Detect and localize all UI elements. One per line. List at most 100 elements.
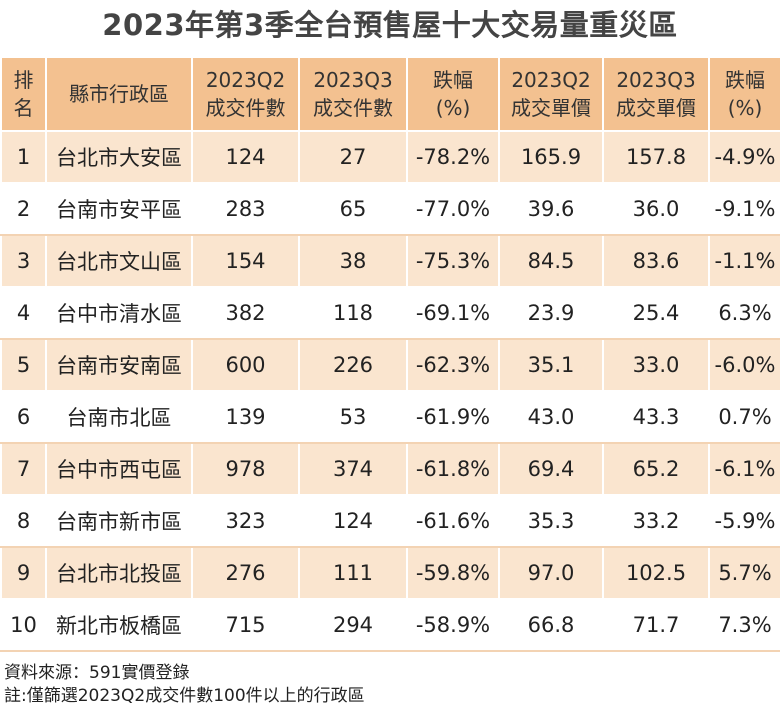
cell-q2-count: 323	[191, 494, 300, 548]
cell-q3-count: 374	[298, 442, 408, 496]
cell-q2-price: 66.8	[498, 598, 604, 652]
cell-q3-count: 226	[298, 338, 408, 392]
cell-q2-count: 600	[191, 338, 300, 392]
cell-q2-price: 23.9	[498, 286, 604, 340]
cell-price-change: 7.3%	[708, 598, 780, 652]
cell-q3-count: 65	[298, 182, 408, 236]
cell-q2-price: 35.1	[498, 338, 604, 392]
header-row: 排名 縣市行政區 2023Q2 成交件數 2023Q3 成交件數 跌幅 (%) 202…	[0, 56, 780, 132]
cell-q3-price: 33.0	[602, 338, 710, 392]
header-district: 縣市行政區	[45, 56, 193, 132]
cell-count-change: -77.0%	[406, 182, 500, 236]
header-q3-price: 2023Q3 成交單價	[602, 56, 710, 132]
cell-q3-price: 65.2	[602, 442, 710, 496]
cell-q2-price: 35.3	[498, 494, 604, 548]
cell-q3-count: 124	[298, 494, 408, 548]
cell-rank: 3	[0, 234, 47, 288]
cell-rank: 1	[0, 130, 47, 184]
header-price-change: 跌幅 (%)	[708, 56, 780, 132]
cell-district: 新北市板橋區	[45, 598, 193, 652]
cell-q3-price: 36.0	[602, 182, 710, 236]
header-q2-count: 2023Q2 成交件數	[191, 56, 300, 132]
cell-rank: 10	[0, 598, 47, 652]
cell-price-change: -9.1%	[708, 182, 780, 236]
cell-rank: 4	[0, 286, 47, 340]
table-row: 7 台中市西屯區 978 374 -61.8% 69.4 65.2 -6.1%	[0, 442, 780, 496]
header-rank: 排名	[0, 56, 47, 132]
cell-district: 台中市西屯區	[45, 442, 193, 496]
cell-district: 台南市安南區	[45, 338, 193, 392]
cell-price-change: 0.7%	[708, 390, 780, 444]
table-row: 2 台南市安平區 283 65 -77.0% 39.6 36.0 -9.1%	[0, 182, 780, 236]
cell-price-change: -1.1%	[708, 234, 780, 288]
cell-count-change: -59.8%	[406, 546, 500, 600]
cell-q3-price: 102.5	[602, 546, 710, 600]
cell-q3-price: 157.8	[602, 130, 710, 184]
cell-q2-count: 283	[191, 182, 300, 236]
data-table: 排名 縣市行政區 2023Q2 成交件數 2023Q3 成交件數 跌幅 (%) 202…	[0, 56, 780, 652]
cell-district: 台南市新市區	[45, 494, 193, 548]
page-title: 2023年第3季全台預售屋十大交易量重災區	[102, 8, 678, 42]
cell-q2-count: 978	[191, 442, 300, 496]
cell-count-change: -75.3%	[406, 234, 500, 288]
cell-q2-count: 124	[191, 130, 300, 184]
header-q3-count: 2023Q3 成交件數	[298, 56, 408, 132]
cell-price-change: 5.7%	[708, 546, 780, 600]
cell-district: 台南市北區	[45, 390, 193, 444]
cell-q3-price: 71.7	[602, 598, 710, 652]
table-row: 5 台南市安南區 600 226 -62.3% 35.1 33.0 -6.0%	[0, 338, 780, 392]
cell-price-change: -4.9%	[708, 130, 780, 184]
table-row: 1 台北市大安區 124 27 -78.2% 165.9 157.8 -4.9%	[0, 130, 780, 184]
cell-count-change: -61.6%	[406, 494, 500, 548]
cell-q3-price: 25.4	[602, 286, 710, 340]
cell-rank: 9	[0, 546, 47, 600]
table-row: 3 台北市文山區 154 38 -75.3% 84.5 83.6 -1.1%	[0, 234, 780, 288]
table-row: 10 新北市板橋區 715 294 -58.9% 66.8 71.7 7.3%	[0, 598, 780, 652]
cell-count-change: -58.9%	[406, 598, 500, 652]
cell-q3-count: 53	[298, 390, 408, 444]
table-row: 4 台中市清水區 382 118 -69.1% 23.9 25.4 6.3%	[0, 286, 780, 340]
cell-q3-price: 33.2	[602, 494, 710, 548]
cell-q2-price: 165.9	[498, 130, 604, 184]
cell-q3-count: 27	[298, 130, 408, 184]
header-q2-price: 2023Q2 成交單價	[498, 56, 604, 132]
cell-count-change: -61.9%	[406, 390, 500, 444]
cell-q2-count: 139	[191, 390, 300, 444]
cell-district: 台北市北投區	[45, 546, 193, 600]
cell-count-change: -78.2%	[406, 130, 500, 184]
cell-q2-price: 97.0	[498, 546, 604, 600]
cell-district: 台南市安平區	[45, 182, 193, 236]
table-row: 6 台南市北區 139 53 -61.9% 43.0 43.3 0.7%	[0, 390, 780, 444]
header-count-change: 跌幅 (%)	[406, 56, 500, 132]
cell-rank: 6	[0, 390, 47, 444]
cell-q2-price: 43.0	[498, 390, 604, 444]
cell-price-change: -5.9%	[708, 494, 780, 548]
cell-q2-price: 69.4	[498, 442, 604, 496]
cell-rank: 2	[0, 182, 47, 236]
cell-q3-count: 38	[298, 234, 408, 288]
cell-rank: 5	[0, 338, 47, 392]
cell-q2-count: 276	[191, 546, 300, 600]
cell-price-change: -6.1%	[708, 442, 780, 496]
footer: 資料來源：591實價登錄 註:僅篩選2023Q2成交件數100件以上的行政區	[4, 662, 365, 708]
cell-q3-count: 111	[298, 546, 408, 600]
cell-district: 台北市文山區	[45, 234, 193, 288]
cell-q3-price: 83.6	[602, 234, 710, 288]
cell-price-change: 6.3%	[708, 286, 780, 340]
cell-count-change: -62.3%	[406, 338, 500, 392]
cell-q2-count: 154	[191, 234, 300, 288]
cell-district: 台北市大安區	[45, 130, 193, 184]
cell-q2-price: 39.6	[498, 182, 604, 236]
cell-q2-price: 84.5	[498, 234, 604, 288]
cell-q2-count: 382	[191, 286, 300, 340]
cell-rank: 7	[0, 442, 47, 496]
cell-q3-count: 294	[298, 598, 408, 652]
cell-price-change: -6.0%	[708, 338, 780, 392]
cell-district: 台中市清水區	[45, 286, 193, 340]
source-note: 資料來源：591實價登錄	[4, 663, 190, 683]
cell-q3-price: 43.3	[602, 390, 710, 444]
table-row: 9 台北市北投區 276 111 -59.8% 97.0 102.5 5.7%	[0, 546, 780, 600]
table-row: 8 台南市新市區 323 124 -61.6% 35.3 33.2 -5.9%	[0, 494, 780, 548]
cell-count-change: -69.1%	[406, 286, 500, 340]
cell-q3-count: 118	[298, 286, 408, 340]
